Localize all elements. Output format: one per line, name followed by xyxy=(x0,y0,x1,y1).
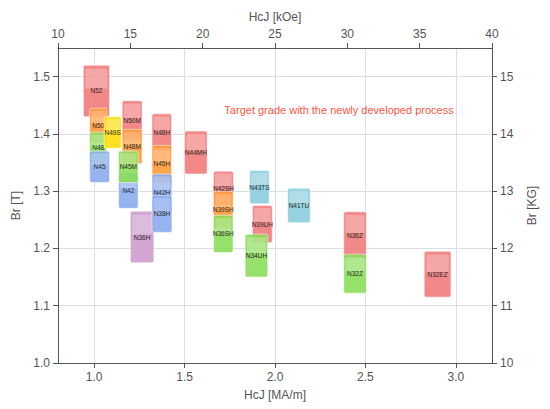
svg-text:N38H: N38H xyxy=(154,210,171,217)
svg-text:Br [KG]: Br [KG] xyxy=(525,186,539,225)
svg-text:Br [T]: Br [T] xyxy=(9,191,23,220)
svg-text:15: 15 xyxy=(124,27,138,41)
svg-text:N43TS: N43TS xyxy=(249,184,270,191)
svg-text:35: 35 xyxy=(413,27,427,41)
svg-text:30: 30 xyxy=(341,27,355,41)
svg-text:N45M: N45M xyxy=(120,163,137,170)
svg-text:N39SH: N39SH xyxy=(213,206,234,213)
svg-text:N44MH: N44MH xyxy=(185,149,207,156)
svg-text:N32Z: N32Z xyxy=(347,270,363,277)
svg-text:N34UH: N34UH xyxy=(246,252,268,259)
svg-text:1.0: 1.0 xyxy=(33,356,50,370)
svg-text:Target grade with the newly de: Target grade with the newly developed pr… xyxy=(224,104,454,116)
svg-text:25: 25 xyxy=(268,27,282,41)
svg-text:12: 12 xyxy=(500,241,514,255)
svg-text:N50: N50 xyxy=(92,122,104,129)
svg-text:HcJ [kOe]: HcJ [kOe] xyxy=(249,10,302,24)
svg-text:N39UH: N39UH xyxy=(252,221,274,228)
svg-text:N42SH: N42SH xyxy=(213,185,234,192)
svg-text:N49S: N49S xyxy=(105,129,122,136)
svg-text:10: 10 xyxy=(51,27,65,41)
svg-text:2.5: 2.5 xyxy=(357,370,374,384)
svg-text:N45: N45 xyxy=(94,163,106,170)
svg-text:N41TU: N41TU xyxy=(289,202,310,209)
svg-text:14: 14 xyxy=(500,127,514,141)
svg-text:1.3: 1.3 xyxy=(33,184,50,198)
svg-text:20: 20 xyxy=(196,27,210,41)
svg-text:N45H: N45H xyxy=(153,160,170,167)
svg-text:N32EZ: N32EZ xyxy=(427,271,447,278)
svg-text:1.4: 1.4 xyxy=(33,127,50,141)
svg-text:13: 13 xyxy=(500,184,514,198)
svg-text:N36SH: N36SH xyxy=(213,230,234,237)
svg-text:3.0: 3.0 xyxy=(447,370,464,384)
svg-text:N48M: N48M xyxy=(123,143,140,150)
svg-text:2.0: 2.0 xyxy=(267,370,284,384)
svg-text:1.1: 1.1 xyxy=(33,299,50,313)
svg-text:N52: N52 xyxy=(90,87,102,94)
svg-text:N48: N48 xyxy=(92,144,104,151)
svg-text:N36H: N36H xyxy=(134,234,151,241)
svg-text:1.0: 1.0 xyxy=(86,370,103,384)
svg-text:N50M: N50M xyxy=(123,117,140,124)
svg-text:1.2: 1.2 xyxy=(33,241,50,255)
svg-text:11: 11 xyxy=(500,299,513,313)
svg-text:N42: N42 xyxy=(122,187,134,194)
svg-text:1.5: 1.5 xyxy=(33,70,50,84)
svg-text:N36Z: N36Z xyxy=(347,232,363,239)
svg-text:N48H: N48H xyxy=(153,129,170,136)
svg-text:1.5: 1.5 xyxy=(176,370,193,384)
svg-text:N42H: N42H xyxy=(154,189,171,196)
svg-text:40: 40 xyxy=(485,27,499,41)
svg-text:15: 15 xyxy=(500,70,514,84)
svg-text:10: 10 xyxy=(500,356,514,370)
svg-text:HcJ [MA/m]: HcJ [MA/m] xyxy=(244,388,306,402)
